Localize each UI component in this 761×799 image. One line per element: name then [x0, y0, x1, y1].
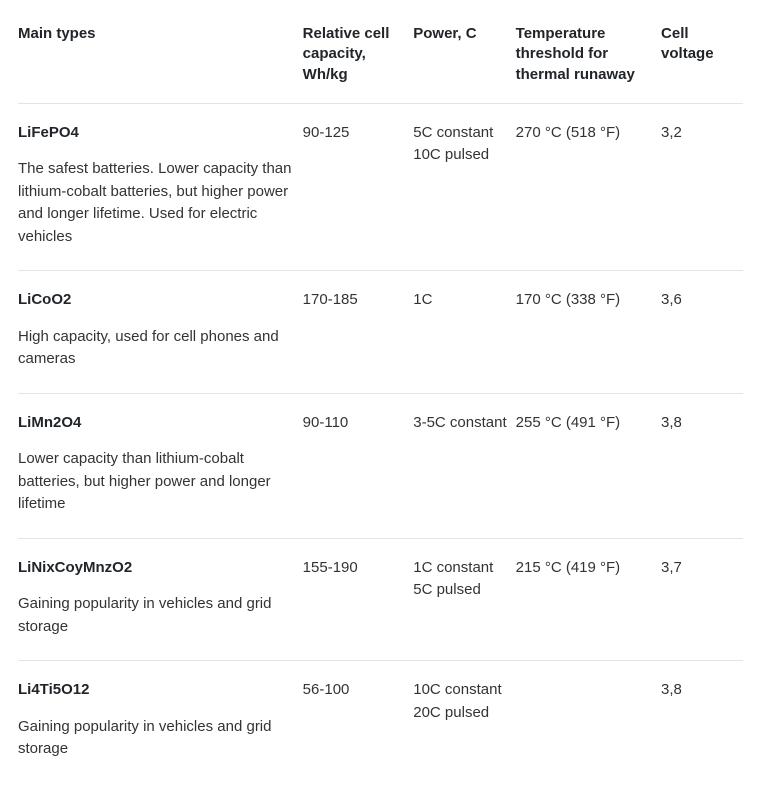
row-type-desc: Lower capacity than lithium-cobalt batte… [18, 448, 295, 516]
row-power: 5C constant 10C pulsed [413, 103, 515, 271]
row-type-name: LiCoO2 [18, 289, 295, 312]
table-row: LiCoO2 High capacity, used for cell phon… [18, 271, 743, 394]
row-temp [516, 661, 661, 783]
row-type-desc: Gaining popularity in vehicles and grid … [18, 716, 295, 761]
table-row: LiNixCoyMnzO2 Gaining popularity in vehi… [18, 538, 743, 661]
row-type-name: LiFePO4 [18, 122, 295, 145]
row-type-desc: Gaining popularity in vehicles and grid … [18, 593, 295, 638]
row-capacity: 90-110 [303, 393, 414, 538]
row-power: 3-5C constant [413, 393, 515, 538]
col-header-capacity: Relative cell capacity, Wh/kg [303, 16, 414, 103]
col-header-power: Power, C [413, 16, 515, 103]
row-type-name: Li4Ti5O12 [18, 679, 295, 702]
row-capacity: 56-100 [303, 661, 414, 783]
row-temp: 170 °C (338 °F) [516, 271, 661, 394]
row-capacity: 155-190 [303, 538, 414, 661]
row-temp: 215 °C (419 °F) [516, 538, 661, 661]
row-type-desc: The safest batteries. Lower capacity tha… [18, 158, 295, 248]
battery-types-table: Main types Relative cell capacity, Wh/kg… [18, 16, 743, 783]
row-voltage: 3,2 [661, 103, 743, 271]
row-capacity: 90-125 [303, 103, 414, 271]
table-header-row: Main types Relative cell capacity, Wh/kg… [18, 16, 743, 103]
row-voltage: 3,6 [661, 271, 743, 394]
row-type-desc: High capacity, used for cell phones and … [18, 326, 295, 371]
row-power: 1C constant 5C pulsed [413, 538, 515, 661]
row-power: 1C [413, 271, 515, 394]
row-temp: 270 °C (518 °F) [516, 103, 661, 271]
row-capacity: 170-185 [303, 271, 414, 394]
table-row: LiFePO4 The safest batteries. Lower capa… [18, 103, 743, 271]
row-type-name: LiNixCoyMnzO2 [18, 557, 295, 580]
row-voltage: 3,7 [661, 538, 743, 661]
col-header-temp: Temperature threshold for thermal runawa… [516, 16, 661, 103]
row-type-name: LiMn2O4 [18, 412, 295, 435]
row-temp: 255 °C (491 °F) [516, 393, 661, 538]
col-header-voltage: Cell voltage [661, 16, 743, 103]
col-header-main-types: Main types [18, 16, 303, 103]
row-power: 10C constant 20C pulsed [413, 661, 515, 783]
row-voltage: 3,8 [661, 661, 743, 783]
row-voltage: 3,8 [661, 393, 743, 538]
table-row: Li4Ti5O12 Gaining popularity in vehicles… [18, 661, 743, 783]
table-row: LiMn2O4 Lower capacity than lithium-coba… [18, 393, 743, 538]
